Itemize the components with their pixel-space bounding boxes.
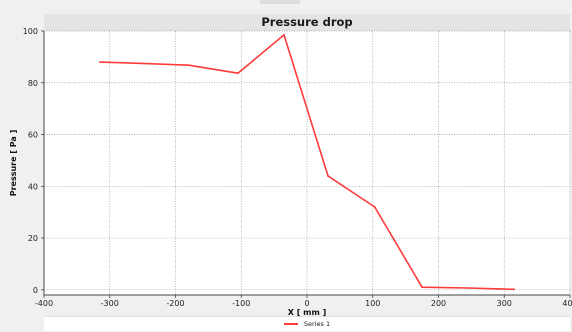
y-tick-label: 0 [33, 286, 38, 295]
y-tick-label: 80 [28, 79, 38, 88]
data-point [327, 175, 329, 177]
y-tick-label: 100 [23, 27, 38, 36]
data-point [187, 64, 190, 67]
data-point [141, 62, 144, 65]
y-tick-label: 60 [28, 131, 38, 140]
series-line-1 [99, 34, 515, 291]
series-layer [98, 33, 516, 291]
x-tick-label: -300 [101, 299, 119, 308]
y-axis-title: Pressure [ Pa ] [9, 130, 18, 197]
data-point [467, 287, 469, 289]
x-tick-label: 400 [562, 299, 572, 308]
x-axis-title: X [ mm ] [288, 308, 327, 317]
x-tick-label: 300 [497, 299, 512, 308]
y-tick-label: 20 [28, 234, 38, 243]
data-point [373, 206, 376, 208]
legend: Series 1 [44, 316, 570, 331]
x-tick-label: -200 [166, 299, 184, 308]
data-point [421, 286, 423, 289]
data-point [98, 61, 101, 63]
data-point [237, 72, 239, 75]
legend-label-series-1: Series 1 [303, 320, 331, 328]
plot-background [44, 31, 570, 295]
x-tick-label: 200 [431, 299, 446, 308]
x-tick-label: 0 [304, 299, 309, 308]
x-tick-label: -400 [35, 299, 53, 308]
axis-layer: -400 -300 -200 -100 0 100 200 300 400 0 20 40 60 80 10… [23, 27, 572, 308]
x-tick-label: 100 [365, 299, 380, 308]
data-point [513, 288, 516, 291]
data-point [283, 33, 285, 36]
grid-layer [43, 30, 571, 295]
x-tick-label: -100 [232, 299, 250, 308]
legend-swatch-series-1 [283, 323, 298, 325]
y-tick-label: 40 [28, 182, 38, 191]
window-edge [260, 0, 300, 4]
